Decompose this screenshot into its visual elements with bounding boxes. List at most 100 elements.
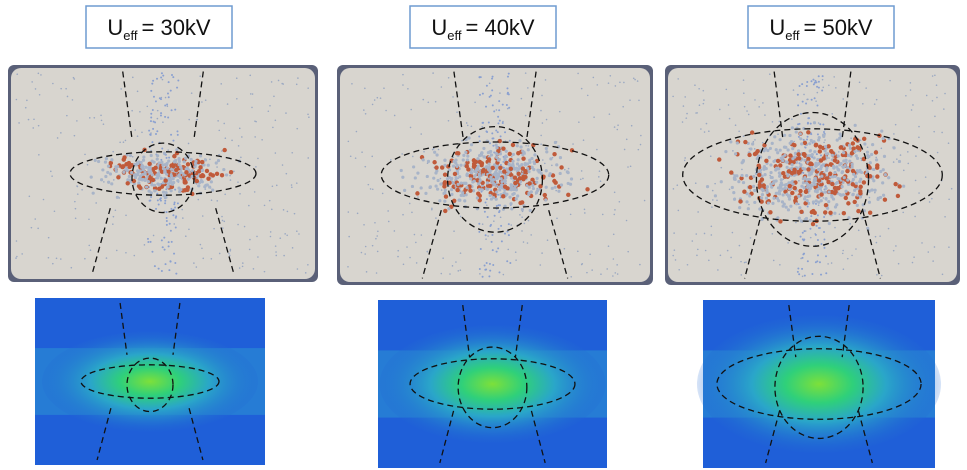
particle (201, 215, 204, 217)
particle (927, 251, 930, 253)
particle (931, 197, 933, 200)
particle (828, 162, 834, 167)
particle (872, 179, 876, 183)
guide-line (188, 408, 204, 461)
particle (33, 118, 35, 121)
particle (422, 98, 425, 101)
particle (911, 261, 914, 264)
particle (439, 182, 443, 186)
particle (582, 177, 584, 180)
particle (431, 208, 433, 211)
particle (617, 124, 619, 127)
particle (557, 189, 561, 193)
particle (434, 184, 438, 188)
particle (498, 188, 502, 192)
particle (161, 147, 164, 150)
particle (454, 161, 458, 165)
particle (726, 249, 729, 252)
particle (471, 164, 477, 169)
particle (944, 92, 946, 95)
label-1: Ueff = 30kV (85, 5, 233, 49)
particle (583, 208, 586, 211)
particle (269, 104, 271, 107)
particle (349, 155, 352, 158)
particle (199, 178, 203, 183)
particle (457, 198, 461, 202)
particle (497, 122, 500, 125)
particle (525, 144, 527, 147)
particle (393, 230, 396, 232)
particle (164, 202, 167, 205)
particle (150, 149, 152, 152)
particle (495, 250, 498, 253)
particle (777, 192, 782, 196)
particle (209, 180, 213, 184)
particle (550, 186, 554, 190)
particle (879, 235, 881, 237)
particle (783, 183, 787, 187)
particle (858, 179, 862, 184)
particle (28, 195, 31, 198)
particle (612, 258, 615, 260)
particle (801, 100, 804, 103)
particle (737, 179, 741, 184)
particle (753, 148, 756, 150)
particle (717, 269, 719, 271)
particle (131, 155, 134, 158)
particle (176, 133, 179, 136)
particle (527, 219, 530, 222)
particle (632, 77, 635, 80)
particle (494, 173, 498, 177)
particle (761, 141, 764, 144)
particle (488, 275, 491, 278)
particle (160, 269, 163, 272)
particle (270, 81, 273, 83)
particle (133, 172, 138, 177)
particle (495, 190, 499, 194)
particle (728, 188, 731, 191)
particle (778, 174, 782, 178)
particle (800, 142, 804, 146)
particle (478, 179, 482, 183)
particle (476, 182, 481, 186)
guide-ellipse (380, 141, 610, 209)
particle (268, 199, 271, 202)
particle (182, 178, 187, 184)
particle (857, 229, 860, 232)
particle (177, 79, 180, 82)
particle (114, 209, 117, 212)
particle (139, 160, 143, 165)
particle (827, 221, 831, 226)
particle (160, 160, 164, 164)
particle (820, 174, 824, 178)
particle (484, 234, 487, 237)
particle (347, 266, 349, 268)
particle (887, 176, 891, 180)
particle (614, 272, 617, 274)
label-text: Ueff = 40kV (431, 15, 535, 43)
particle (415, 262, 418, 264)
particle (176, 178, 180, 183)
particle (364, 87, 366, 90)
particle (612, 233, 615, 236)
particle (108, 172, 113, 176)
particle (493, 110, 496, 113)
particle (221, 150, 223, 152)
particle (817, 136, 821, 140)
particle (563, 247, 566, 250)
particle (169, 189, 173, 193)
particle (464, 150, 468, 154)
particle (506, 92, 509, 95)
particle (521, 156, 526, 161)
particle (204, 188, 207, 190)
particle (261, 138, 263, 141)
particle (164, 263, 167, 266)
particle (485, 198, 488, 201)
particle (416, 171, 420, 175)
particle (160, 239, 163, 242)
particle (745, 174, 749, 178)
particle (797, 216, 801, 220)
particle (282, 209, 285, 211)
particle (498, 170, 502, 174)
particle (172, 172, 177, 177)
